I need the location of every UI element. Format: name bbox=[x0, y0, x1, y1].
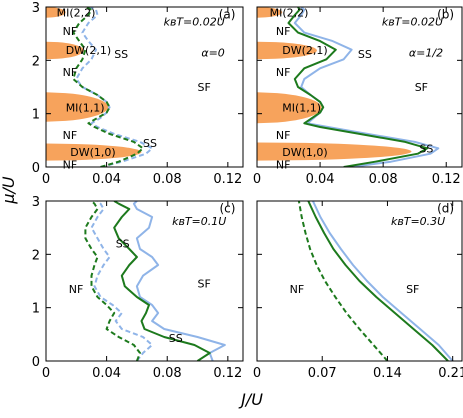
x-tick-label: 0.12 bbox=[213, 366, 242, 381]
region-label: MI(1,1) bbox=[282, 101, 321, 114]
lobe-mi22 bbox=[46, 7, 66, 18]
region-label: NF bbox=[276, 66, 291, 79]
region-label: SF bbox=[406, 283, 419, 296]
region-label: MI(1,1) bbox=[66, 101, 105, 114]
lobe-dw10 bbox=[257, 142, 412, 161]
x-tick-label: 0.04 bbox=[92, 366, 121, 381]
series-line-d-0 bbox=[311, 201, 454, 361]
lobe-dw10 bbox=[46, 143, 142, 161]
y-tick-label: 1 bbox=[32, 108, 40, 123]
panel-a: 0 0.04 0.08 0.12 0 1 2 3 MI(2,2) DW(2,1) MI(1,1) DW… bbox=[32, 1, 244, 187]
y-tick-label: 0 bbox=[32, 355, 40, 370]
x-tick-label: 0.04 bbox=[92, 172, 121, 187]
panel-label: (b) bbox=[437, 8, 454, 22]
lobe-dw21 bbox=[257, 41, 317, 60]
lobe-mi11 bbox=[46, 92, 109, 122]
x-tick-label: 0.08 bbox=[153, 172, 182, 187]
lobe-dw21 bbox=[46, 41, 84, 60]
region-label: NF bbox=[276, 158, 291, 171]
x-tick-label: 0.21 bbox=[438, 366, 463, 381]
x-tick-label: 0 bbox=[42, 366, 50, 381]
series-line-c-2 bbox=[90, 201, 154, 361]
panel-annotation: kʙT=0.3U bbox=[391, 215, 445, 228]
panel-label: (a) bbox=[219, 8, 236, 22]
x-tick-label: 0 bbox=[253, 172, 261, 187]
region-label: SF bbox=[415, 81, 428, 94]
region-label: NF bbox=[276, 25, 291, 38]
y-tick-label: 2 bbox=[32, 248, 40, 263]
series-line-b-1 bbox=[287, 7, 429, 167]
region-label: NF bbox=[63, 66, 78, 79]
y-tick-label: 3 bbox=[32, 1, 40, 16]
series-line-d-1 bbox=[307, 201, 449, 361]
x-tick-label: 0 bbox=[42, 172, 50, 187]
series-line-c-3 bbox=[84, 201, 141, 361]
panel-annotation: kʙT=0.02U bbox=[382, 16, 443, 29]
panel-b: 0 0.04 0.08 0.12 MI(2,2) DW(2,1) MI(1,1) DW(1,0… bbox=[253, 6, 463, 187]
y-tick-label: 2 bbox=[32, 54, 40, 69]
region-label: DW(1,0) bbox=[282, 146, 327, 159]
series-line-c-0 bbox=[132, 201, 226, 361]
region-label: NF bbox=[290, 283, 305, 296]
x-tick-label: 0.07 bbox=[308, 366, 337, 381]
series-line-c-1 bbox=[113, 201, 211, 361]
region-label: NF bbox=[276, 129, 291, 142]
x-tick-label: 0.12 bbox=[213, 172, 242, 187]
y-tick-label: 3 bbox=[32, 195, 40, 210]
x-tick-label: 0.08 bbox=[369, 172, 398, 187]
region-label: SS bbox=[358, 48, 372, 61]
panel-annotation: α=1/2 bbox=[409, 47, 443, 60]
x-tick-label: 0.04 bbox=[306, 172, 335, 187]
x-tick-label: 0.12 bbox=[432, 172, 461, 187]
panel-frame bbox=[256, 200, 463, 362]
y-tick-label: 0 bbox=[32, 161, 40, 176]
x-tick-label: 0.08 bbox=[153, 366, 182, 381]
region-label: SS bbox=[114, 48, 128, 61]
panel-frame bbox=[45, 6, 244, 168]
panel-frame bbox=[45, 200, 244, 362]
series-line-a-0 bbox=[75, 7, 154, 167]
region-label: MI(2,2) bbox=[270, 6, 309, 19]
series-line-d-2 bbox=[297, 201, 389, 361]
region-label: NF bbox=[69, 283, 84, 296]
region-label: NF bbox=[63, 158, 78, 171]
region-label: SS bbox=[116, 238, 130, 251]
panel-label: (c) bbox=[219, 202, 235, 216]
panel-c: 0 0.04 0.08 0.12 0 1 2 3 NF SS SS SF (c)kʙT=0.1U bbox=[32, 195, 244, 381]
panel-label: (d) bbox=[437, 202, 454, 216]
lobe-mi11 bbox=[257, 92, 322, 124]
region-label: SS bbox=[419, 142, 433, 155]
lobe-mi22 bbox=[257, 7, 283, 18]
region-label: MI(2,2) bbox=[57, 6, 96, 19]
panel-d: 0 0.07 0.14 0.21 NF SF (d)kʙT=0.3U bbox=[253, 200, 463, 381]
x-tick-label: 0 bbox=[253, 366, 261, 381]
region-label: NF bbox=[63, 25, 78, 38]
panel-annotation: kʙT=0.1U bbox=[172, 215, 226, 228]
region-label: SS bbox=[169, 332, 183, 345]
region-label: SF bbox=[198, 81, 211, 94]
y-axis-label: μ/U bbox=[0, 176, 18, 205]
region-label: SS bbox=[143, 137, 157, 150]
region-label: DW(2,1) bbox=[282, 44, 327, 57]
panel-annotation: α=0 bbox=[201, 47, 224, 60]
panel-annotation: kʙT=0.02U bbox=[164, 16, 225, 29]
series-line-a-1 bbox=[72, 7, 144, 167]
x-tick-label: 0.14 bbox=[373, 366, 402, 381]
region-label: DW(1,0) bbox=[70, 146, 115, 159]
x-axis-label: J/U bbox=[238, 390, 263, 409]
region-label: SF bbox=[198, 278, 211, 291]
region-label: DW(2,1) bbox=[66, 44, 111, 57]
panel-frame bbox=[256, 6, 463, 168]
region-label: NF bbox=[63, 129, 78, 142]
y-tick-label: 1 bbox=[32, 302, 40, 317]
